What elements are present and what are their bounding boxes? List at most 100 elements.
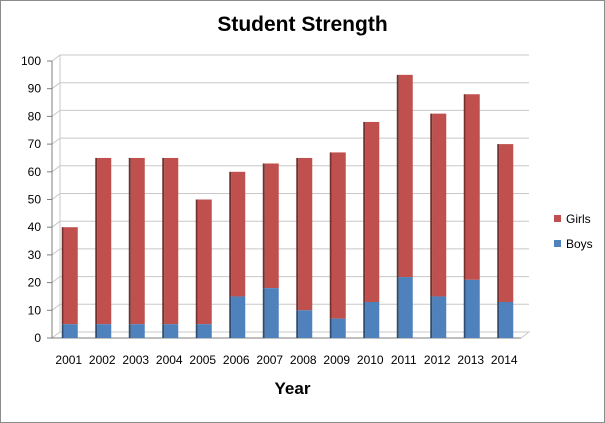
- x-tick-label: 2004: [156, 353, 183, 367]
- bar-boys: [398, 277, 413, 338]
- bar-girls: [130, 157, 145, 325]
- bar-boys: [197, 324, 212, 338]
- bar-boys: [164, 324, 179, 338]
- bar-girls: [432, 113, 447, 297]
- bar-girls-side: [95, 157, 98, 325]
- bar-boys: [97, 324, 112, 338]
- bar-girls: [63, 227, 78, 325]
- bar-girls: [264, 163, 279, 289]
- x-tick-label: 2001: [55, 353, 82, 367]
- bar-girls-side: [61, 227, 64, 325]
- chart-title: Student Strength: [217, 13, 388, 36]
- bar-girls: [97, 157, 112, 325]
- x-tick-label: 2010: [357, 353, 384, 367]
- y-tick-label: 70: [28, 137, 42, 151]
- bar-boys-side: [363, 301, 366, 338]
- legend-swatch-boys: [554, 240, 561, 247]
- y-tick-label: 40: [28, 220, 42, 234]
- gridline-side: [51, 193, 61, 200]
- x-tick-label: 2012: [424, 353, 451, 367]
- bar-girls: [298, 157, 313, 311]
- gridline-side: [51, 248, 61, 256]
- bar-boys-side: [95, 324, 98, 338]
- bar-boys: [231, 296, 246, 338]
- x-tick-label: 2005: [189, 353, 216, 367]
- bar-girls: [197, 199, 212, 325]
- bar-boys-side: [296, 310, 299, 338]
- gridline-side: [51, 110, 61, 117]
- y-tick-label: 90: [28, 82, 42, 96]
- gridline-side: [51, 165, 61, 173]
- bar-girls-side: [463, 94, 466, 280]
- legend-swatch-girls: [554, 215, 561, 222]
- bar-girls: [398, 74, 413, 278]
- bar-girls-side: [430, 113, 433, 297]
- x-tick-label: 2003: [122, 353, 149, 367]
- bar-boys-side: [128, 324, 131, 338]
- bar-boys: [499, 301, 514, 338]
- x-tick-label: 2011: [391, 353, 417, 367]
- bar-boys-side: [162, 324, 165, 338]
- bar-boys-side: [195, 324, 198, 338]
- bar-boys-side: [262, 288, 265, 338]
- gridlines: [51, 54, 529, 311]
- bars: [61, 74, 514, 338]
- bar-boys-side: [229, 296, 232, 338]
- x-tick-label: 2002: [89, 353, 116, 367]
- x-tick-label: 2007: [256, 353, 283, 367]
- legend: Girls Boys: [554, 212, 593, 251]
- bar-girls-side: [396, 74, 399, 278]
- bar-boys: [298, 310, 313, 338]
- bar-boys: [365, 301, 380, 338]
- bar-boys: [264, 288, 279, 338]
- bar-boys-side: [430, 296, 433, 338]
- x-tick-label: 2014: [491, 353, 518, 367]
- y-tick-labels: 0 10 20 30 40 50 60 70 80 90 100: [21, 54, 41, 345]
- bar-girls-side: [497, 144, 500, 302]
- legend-label-boys: Boys: [566, 237, 593, 251]
- gridline-side: [51, 220, 61, 228]
- axes: [47, 55, 531, 339]
- bar-boys-side: [463, 279, 466, 338]
- y-tick-label: 20: [28, 276, 42, 290]
- y-tick-label: 10: [28, 303, 42, 317]
- x-tick-label: 2006: [223, 353, 250, 367]
- bar-boys-side: [497, 301, 500, 338]
- x-tick-labels: 2001 2002 2003 2004 2005 2006 2007 2008 2009 2010…: [55, 353, 518, 367]
- x-tick-label: 2013: [457, 353, 484, 367]
- bar-boys-side: [329, 318, 332, 338]
- bar-girls-side: [128, 157, 131, 325]
- y-tick-label: 100: [21, 54, 41, 68]
- x-tick-label: 2008: [290, 353, 317, 367]
- bar-girls-side: [195, 199, 198, 325]
- y-tick-label: 0: [34, 331, 41, 345]
- bar-girls-side: [329, 152, 332, 319]
- bar-girls-side: [296, 157, 299, 311]
- gridline-side: [51, 54, 61, 62]
- bar-girls-side: [162, 157, 165, 325]
- legend-label-girls: Girls: [566, 212, 591, 226]
- bar-girls: [331, 152, 346, 319]
- bar-girls: [365, 121, 380, 302]
- y-tick-label: 60: [28, 165, 42, 179]
- gridline-side: [51, 303, 61, 311]
- bar-boys: [63, 324, 78, 338]
- bar-boys-side: [396, 277, 399, 338]
- x-tick-label: 2009: [323, 353, 350, 367]
- y-tick-label: 30: [28, 248, 42, 262]
- bar-boys: [465, 279, 480, 338]
- chart-floor: [50, 331, 531, 339]
- bar-girls-side: [363, 121, 366, 302]
- y-tick-label: 50: [28, 193, 42, 207]
- gridline-side: [51, 276, 61, 284]
- bar-girls-side: [262, 163, 265, 289]
- x-axis-title: Year: [274, 379, 311, 398]
- bar-girls: [465, 94, 480, 280]
- y-tick-label: 80: [28, 109, 42, 123]
- bar-girls-side: [229, 171, 232, 297]
- bar-boys: [432, 296, 447, 338]
- bar-boys: [331, 318, 346, 338]
- gridline-side: [51, 137, 61, 145]
- bar-boys-side: [61, 324, 64, 338]
